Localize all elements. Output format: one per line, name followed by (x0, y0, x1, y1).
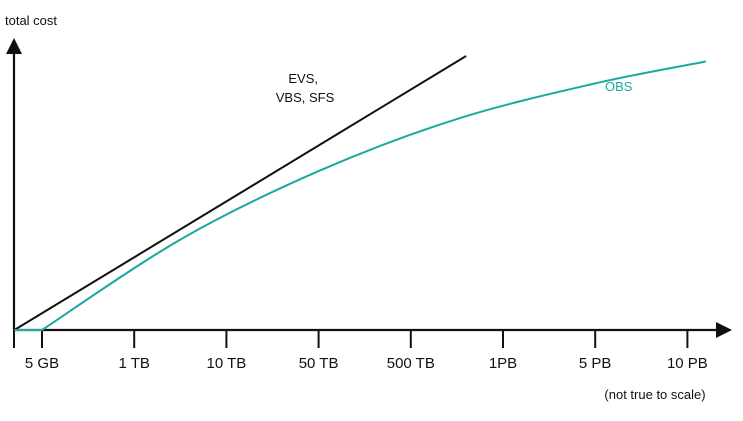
series-label-obs: OBS (605, 79, 633, 94)
x-tick-label: 1PB (489, 355, 517, 372)
axes (6, 38, 732, 348)
series-line-evs-vbs-sfs (13, 55, 467, 331)
series-label-evs-vbs-sfs: EVS, VBS, SFS (276, 71, 335, 105)
x-ticks: 5 GB 1 TB 10 TB 50 TB 500 TB 1PB 5 PB 10 PB (25, 330, 708, 372)
x-tick-label: 1 TB (118, 355, 149, 372)
x-tick-label: 5 GB (25, 355, 59, 372)
series-label-evs-line-1: EVS, (288, 71, 318, 86)
series-line-obs (14, 60, 707, 331)
x-tick-label: 500 TB (387, 355, 435, 372)
x-tick-label: 10 PB (667, 355, 708, 372)
x-tick-label: 5 PB (579, 355, 612, 372)
series-lines (13, 55, 707, 331)
y-axis-arrow (6, 38, 22, 54)
x-tick-label: 10 TB (207, 355, 247, 372)
series-label-evs-line-2: VBS, SFS (276, 90, 335, 105)
x-tick-label: 50 TB (299, 355, 339, 372)
x-axis-arrow (716, 322, 732, 338)
scale-note: (not true to scale) (604, 387, 705, 402)
y-axis-label: total cost (5, 13, 57, 28)
